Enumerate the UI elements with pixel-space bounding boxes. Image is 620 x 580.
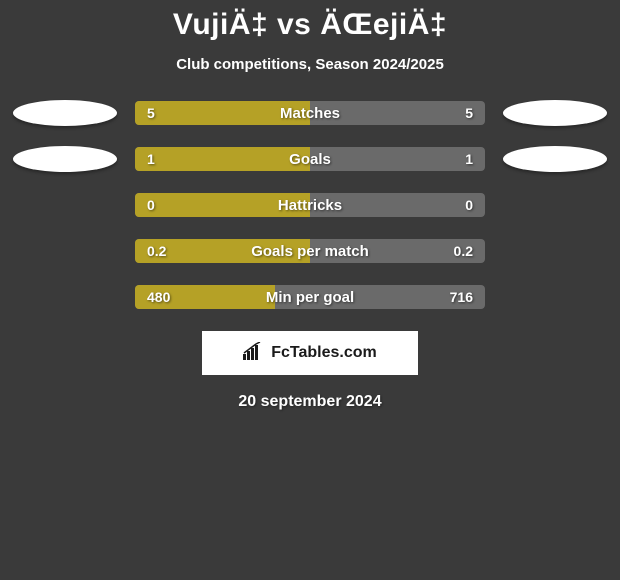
stat-bar-left-fill (135, 147, 310, 171)
stat-bar: 1 1 Goals (135, 147, 485, 171)
comparison-row: 0 0 Hattricks (8, 193, 612, 217)
stat-label: Goals (289, 147, 331, 171)
left-player-marker-cell (9, 101, 121, 125)
comparison-rows: 5 5 Matches 1 1 Goals 0 0 Hattricks 0.2 0.2 Goals p… (0, 101, 620, 309)
right-player-marker-cell (499, 193, 611, 217)
stat-bar: 5 5 Matches (135, 101, 485, 125)
left-player-marker-cell (9, 193, 121, 217)
bar-chart-icon (243, 342, 265, 365)
stat-left-value: 5 (147, 101, 155, 125)
left-player-marker-cell (9, 147, 121, 171)
left-player-marker-cell (9, 239, 121, 263)
brand-text: FcTables.com (271, 344, 377, 362)
stat-label: Goals per match (251, 239, 369, 263)
player-marker-ellipse (13, 146, 117, 172)
stat-right-value: 716 (450, 285, 473, 309)
page-title: VujiÄ‡ vs ÄŒejiÄ‡ (0, 8, 620, 42)
stat-bar: 0 0 Hattricks (135, 193, 485, 217)
comparison-row: 480 716 Min per goal (8, 285, 612, 309)
brand-badge: FcTables.com (202, 331, 418, 375)
stat-bar: 0.2 0.2 Goals per match (135, 239, 485, 263)
subtitle: Club competitions, Season 2024/2025 (0, 56, 620, 73)
stat-left-value: 0.2 (147, 239, 166, 263)
stat-right-value: 0 (465, 193, 473, 217)
left-player-marker-cell (9, 285, 121, 309)
stat-right-value: 5 (465, 101, 473, 125)
stat-left-value: 480 (147, 285, 170, 309)
stat-right-value: 0.2 (454, 239, 473, 263)
comparison-row: 1 1 Goals (8, 147, 612, 171)
stat-label: Matches (280, 101, 340, 125)
stat-label: Min per goal (266, 285, 354, 309)
stat-label: Hattricks (278, 193, 342, 217)
right-player-marker-cell (499, 239, 611, 263)
comparison-row: 0.2 0.2 Goals per match (8, 239, 612, 263)
stat-left-value: 1 (147, 147, 155, 171)
player-marker-ellipse (13, 100, 117, 126)
stat-bar: 480 716 Min per goal (135, 285, 485, 309)
right-player-marker-cell (499, 147, 611, 171)
right-player-marker-cell (499, 101, 611, 125)
player-marker-ellipse (503, 100, 607, 126)
comparison-row: 5 5 Matches (8, 101, 612, 125)
date-text: 20 september 2024 (0, 393, 620, 411)
player-marker-ellipse (503, 146, 607, 172)
stat-left-value: 0 (147, 193, 155, 217)
infographic-container: VujiÄ‡ vs ÄŒejiÄ‡ Club competitions, Sea… (0, 0, 620, 411)
stat-right-value: 1 (465, 147, 473, 171)
right-player-marker-cell (499, 285, 611, 309)
